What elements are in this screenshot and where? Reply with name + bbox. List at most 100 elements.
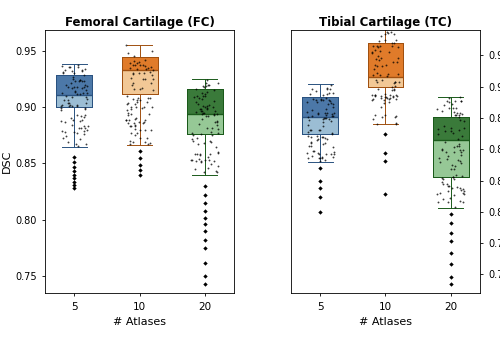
- Point: [308, 139, 316, 144]
- Point: [319, 120, 327, 125]
- Point: [199, 93, 207, 99]
- Point: [201, 245, 209, 251]
- Point: [377, 93, 385, 98]
- Point: [188, 130, 196, 136]
- Point: [303, 150, 311, 156]
- Point: [190, 94, 198, 99]
- Point: [136, 155, 143, 160]
- Point: [141, 128, 149, 133]
- Point: [68, 123, 76, 128]
- Point: [307, 128, 315, 133]
- Point: [147, 80, 155, 86]
- Point: [306, 128, 314, 133]
- Point: [452, 113, 460, 118]
- Point: [83, 90, 91, 96]
- Point: [378, 63, 386, 68]
- Point: [371, 94, 379, 99]
- Bar: [56, 75, 92, 107]
- Point: [81, 112, 89, 118]
- Point: [330, 144, 338, 149]
- Point: [144, 65, 152, 70]
- Point: [438, 147, 446, 153]
- Point: [442, 140, 450, 145]
- Point: [122, 118, 130, 123]
- Point: [382, 32, 390, 37]
- Point: [459, 187, 467, 192]
- Point: [456, 198, 464, 203]
- Point: [451, 98, 459, 104]
- Point: [306, 140, 314, 146]
- Point: [322, 151, 330, 156]
- Point: [62, 133, 70, 139]
- Point: [373, 64, 381, 69]
- Point: [385, 99, 393, 104]
- Point: [201, 260, 209, 266]
- Point: [321, 111, 329, 116]
- Point: [308, 108, 316, 113]
- Point: [330, 151, 338, 156]
- Point: [446, 96, 454, 101]
- Point: [72, 142, 80, 147]
- Point: [436, 160, 444, 165]
- Point: [450, 192, 458, 197]
- Point: [321, 140, 329, 146]
- Point: [328, 130, 336, 135]
- Point: [62, 82, 70, 88]
- Point: [440, 102, 448, 108]
- Point: [212, 120, 220, 125]
- Point: [374, 86, 382, 91]
- Point: [138, 86, 146, 91]
- Point: [148, 49, 156, 54]
- Bar: [187, 89, 222, 134]
- Point: [128, 106, 136, 112]
- Bar: [432, 117, 468, 177]
- Point: [316, 209, 324, 215]
- Point: [325, 97, 333, 102]
- Point: [143, 136, 151, 141]
- Point: [134, 66, 141, 72]
- Point: [68, 95, 76, 100]
- Point: [123, 101, 131, 106]
- Title: Femoral Cartilage (FC): Femoral Cartilage (FC): [64, 16, 214, 29]
- Bar: [187, 89, 222, 114]
- Point: [384, 96, 392, 102]
- Point: [136, 63, 144, 68]
- Point: [124, 117, 132, 122]
- Point: [210, 87, 218, 92]
- Point: [392, 37, 400, 42]
- Point: [78, 85, 86, 91]
- Point: [197, 131, 205, 137]
- Point: [330, 149, 338, 154]
- Point: [310, 148, 318, 153]
- Point: [322, 86, 330, 91]
- Point: [372, 24, 380, 30]
- Point: [319, 97, 327, 102]
- Point: [129, 80, 137, 85]
- Point: [368, 116, 376, 122]
- Point: [446, 195, 454, 200]
- Point: [316, 185, 324, 191]
- Point: [390, 40, 398, 45]
- Point: [214, 163, 222, 169]
- Point: [201, 228, 209, 234]
- Point: [386, 92, 394, 98]
- Point: [200, 111, 208, 116]
- Point: [370, 112, 378, 118]
- Point: [196, 152, 203, 158]
- Point: [130, 120, 138, 126]
- Point: [394, 71, 402, 76]
- Point: [70, 88, 78, 93]
- Point: [304, 109, 312, 114]
- Bar: [122, 57, 158, 70]
- Point: [144, 99, 152, 104]
- Point: [204, 114, 212, 119]
- Point: [76, 79, 84, 84]
- Point: [372, 92, 380, 97]
- Point: [392, 92, 400, 98]
- Point: [132, 99, 140, 105]
- Point: [390, 79, 398, 84]
- Point: [372, 78, 380, 83]
- Point: [76, 77, 84, 83]
- Point: [64, 97, 72, 102]
- Point: [70, 168, 78, 174]
